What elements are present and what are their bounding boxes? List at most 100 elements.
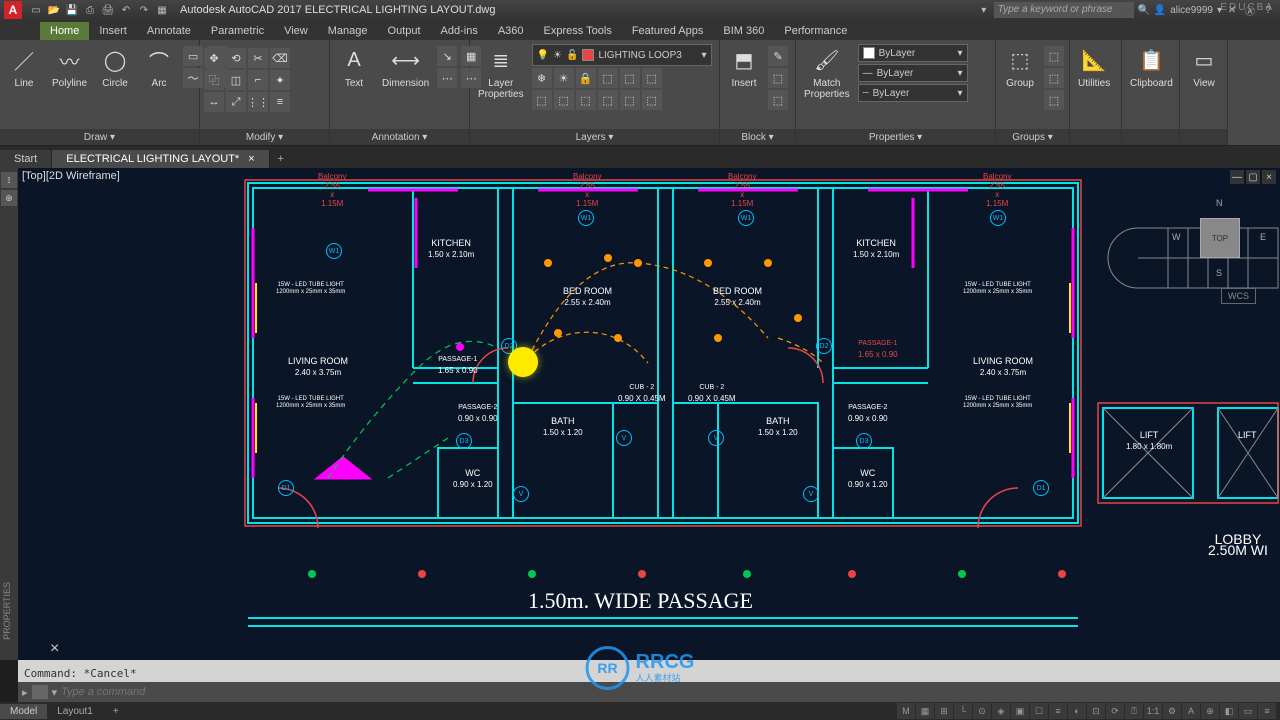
scale-icon[interactable]: ⤢ bbox=[226, 92, 246, 112]
panel-groups-title[interactable]: Groups ▾ bbox=[996, 129, 1069, 145]
mirror-icon[interactable]: ◫ bbox=[226, 70, 246, 90]
status-model-icon[interactable]: M bbox=[897, 703, 915, 719]
panel-modify-title[interactable]: Modify ▾ bbox=[200, 129, 329, 145]
cmd-prompt-icon[interactable] bbox=[32, 685, 48, 699]
close-tab-icon[interactable]: × bbox=[248, 153, 254, 165]
stretch-icon[interactable]: ↔ bbox=[204, 92, 224, 112]
status-snap-icon[interactable]: ⊞ bbox=[935, 703, 953, 719]
qat-new-icon[interactable]: ▭ bbox=[28, 2, 44, 18]
command-input[interactable] bbox=[61, 686, 1276, 698]
linetype-combo[interactable]: ┄ByLayer▾ bbox=[858, 84, 968, 102]
viewcube[interactable]: N S W E TOP bbox=[1180, 198, 1260, 278]
status-hw-icon[interactable]: ⊕ bbox=[1201, 703, 1219, 719]
ribbon-tab-output[interactable]: Output bbox=[378, 22, 431, 40]
trim-icon[interactable]: ✂ bbox=[248, 48, 268, 68]
status-scale-icon[interactable]: 1:1 bbox=[1144, 703, 1162, 719]
qat-open-icon[interactable]: 📂 bbox=[46, 2, 62, 18]
cmd-close-icon[interactable]: × bbox=[50, 640, 59, 658]
qat-print-icon[interactable]: 🖨 bbox=[100, 2, 116, 18]
group-button[interactable]: ⬚Group bbox=[1000, 42, 1040, 91]
nav-icon-1[interactable]: ⟟ bbox=[1, 172, 17, 188]
status-iso-icon[interactable]: ◈ bbox=[992, 703, 1010, 719]
ribbon-tab-manage[interactable]: Manage bbox=[318, 22, 378, 40]
wcs-badge[interactable]: WCS bbox=[1221, 288, 1256, 304]
panel-properties-title[interactable]: Properties ▾ bbox=[796, 129, 995, 145]
offset-icon[interactable]: ≡ bbox=[270, 92, 290, 112]
viewcube-w[interactable]: W bbox=[1172, 232, 1181, 242]
status-grid-icon[interactable]: ▦ bbox=[916, 703, 934, 719]
status-ortho-icon[interactable]: └ bbox=[954, 703, 972, 719]
ribbon-tab-add-ins[interactable]: Add-ins bbox=[431, 22, 488, 40]
nav-icon-2[interactable]: ⊕ bbox=[1, 190, 17, 206]
cmd-chevron-icon[interactable]: ▸ bbox=[22, 686, 28, 699]
layer-mini-12[interactable]: ⬚ bbox=[642, 90, 662, 110]
group-mini-1[interactable]: ⬚ bbox=[1044, 46, 1064, 66]
layout1-tab[interactable]: Layout1 bbox=[47, 704, 103, 719]
group-mini-2[interactable]: ⬚ bbox=[1044, 68, 1064, 88]
utilities-button[interactable]: 📐Utilities bbox=[1074, 42, 1114, 91]
status-3d-icon[interactable]: ☐ bbox=[1030, 703, 1048, 719]
panel-block-title[interactable]: Block ▾ bbox=[720, 129, 795, 145]
insert-button[interactable]: ⬒Insert bbox=[724, 42, 764, 91]
status-lwt-icon[interactable]: ≡ bbox=[1049, 703, 1067, 719]
color-combo[interactable]: ByLayer▾ bbox=[858, 44, 968, 62]
clipboard-button[interactable]: 📋Clipboard bbox=[1126, 42, 1177, 91]
arc-button[interactable]: ⌒Arc bbox=[139, 42, 179, 91]
title-dropdown-icon[interactable]: ▾ bbox=[976, 2, 992, 18]
panel-layers-title[interactable]: Layers ▾ bbox=[470, 129, 719, 145]
status-ws-icon[interactable]: ⚙ bbox=[1163, 703, 1181, 719]
group-mini-3[interactable]: ⬚ bbox=[1044, 90, 1064, 110]
ribbon-tab-performance[interactable]: Performance bbox=[774, 22, 857, 40]
erase-icon[interactable]: ⌫ bbox=[270, 48, 290, 68]
block-mini-1[interactable]: ✎ bbox=[768, 46, 788, 66]
viewcube-n[interactable]: N bbox=[1216, 198, 1223, 208]
status-cycle-icon[interactable]: ⟳ bbox=[1106, 703, 1124, 719]
panel-annotation-title[interactable]: Annotation ▾ bbox=[330, 129, 469, 145]
rotate-icon[interactable]: ⟲ bbox=[226, 48, 246, 68]
status-iso2-icon[interactable]: ◧ bbox=[1220, 703, 1238, 719]
qat-redo-icon[interactable]: ↷ bbox=[136, 2, 152, 18]
ribbon-tab-express-tools[interactable]: Express Tools bbox=[534, 22, 622, 40]
view-button[interactable]: ▭View bbox=[1184, 42, 1224, 91]
move-icon[interactable]: ✥ bbox=[204, 48, 224, 68]
status-anno-icon[interactable]: ⍰ bbox=[1125, 703, 1143, 719]
polyline-button[interactable]: 〰Polyline bbox=[48, 42, 91, 91]
keyword-search[interactable]: Type a keyword or phrase bbox=[994, 2, 1134, 18]
lineweight-combo[interactable]: —ByLayer▾ bbox=[858, 64, 968, 82]
viewcube-top[interactable]: TOP bbox=[1200, 218, 1240, 258]
status-qp-icon[interactable]: ⊡ bbox=[1087, 703, 1105, 719]
search-icon[interactable]: 🔍 bbox=[1136, 2, 1152, 18]
line-button[interactable]: ／Line bbox=[4, 42, 44, 91]
anno-mini-3[interactable]: ⋯ bbox=[437, 68, 457, 88]
copy-icon[interactable]: ⿻ bbox=[204, 70, 224, 90]
ribbon-tab-insert[interactable]: Insert bbox=[89, 22, 137, 40]
layer-mini-5[interactable]: ⬚ bbox=[620, 68, 640, 88]
leader-icon[interactable]: ↘ bbox=[437, 46, 457, 66]
layer-mini-1[interactable]: ❄ bbox=[532, 68, 552, 88]
circle-button[interactable]: ◯Circle bbox=[95, 42, 135, 91]
ribbon-tab-parametric[interactable]: Parametric bbox=[201, 22, 274, 40]
layer-properties-button[interactable]: ≣Layer Properties bbox=[474, 42, 528, 102]
dimension-button[interactable]: ⟷Dimension bbox=[378, 42, 433, 91]
viewcube-s[interactable]: S bbox=[1216, 268, 1222, 278]
array-icon[interactable]: ⋮⋮ bbox=[248, 92, 268, 112]
layer-mini-9[interactable]: ⬚ bbox=[576, 90, 596, 110]
ribbon-tab-annotate[interactable]: Annotate bbox=[137, 22, 201, 40]
layer-mini-8[interactable]: ⬚ bbox=[554, 90, 574, 110]
layer-mini-4[interactable]: ⬚ bbox=[598, 68, 618, 88]
qat-save-icon[interactable]: 💾 bbox=[64, 2, 80, 18]
qat-workspace-icon[interactable]: ▦ bbox=[154, 2, 170, 18]
layer-mini-3[interactable]: 🔒 bbox=[576, 68, 596, 88]
ribbon-tab-bim-360[interactable]: BIM 360 bbox=[713, 22, 774, 40]
ribbon-tab-featured-apps[interactable]: Featured Apps bbox=[622, 22, 714, 40]
status-trans-icon[interactable]: ◐ bbox=[1068, 703, 1086, 719]
viewcube-e[interactable]: E bbox=[1260, 232, 1266, 242]
status-anno2-icon[interactable]: A bbox=[1182, 703, 1200, 719]
current-layer-combo[interactable]: 💡 ☀ 🔓 LIGHTING LOOP3 ▾ bbox=[532, 44, 712, 66]
ribbon-tab-home[interactable]: Home bbox=[40, 22, 89, 40]
status-clean-icon[interactable]: ▭ bbox=[1239, 703, 1257, 719]
qat-saveas-icon[interactable]: ⎙ bbox=[82, 2, 98, 18]
ribbon-tab-view[interactable]: View bbox=[274, 22, 318, 40]
start-tab[interactable]: Start bbox=[0, 150, 52, 168]
text-button[interactable]: AText bbox=[334, 42, 374, 91]
